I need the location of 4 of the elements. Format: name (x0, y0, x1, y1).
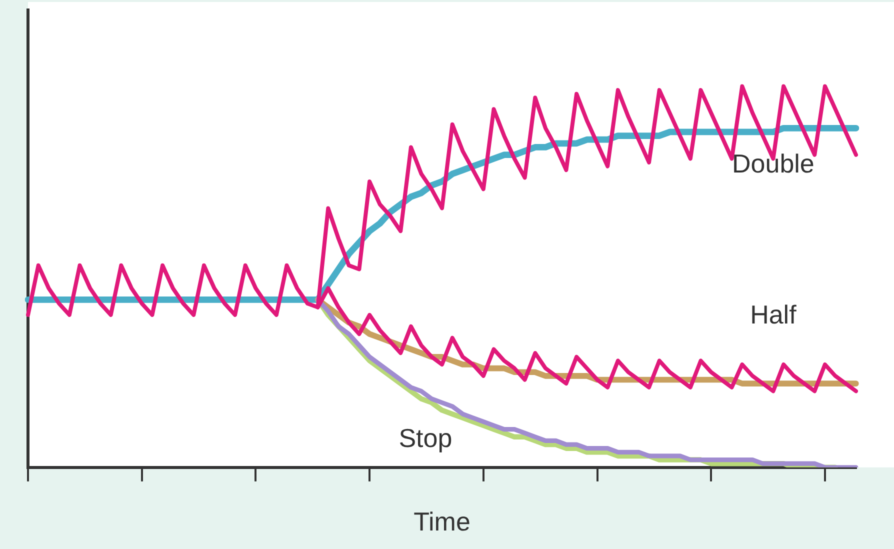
annotation: Stop (398, 423, 452, 454)
x-axis-title: Time (414, 506, 470, 537)
annotation: Half (750, 300, 798, 330)
annotation: Double (732, 148, 814, 179)
